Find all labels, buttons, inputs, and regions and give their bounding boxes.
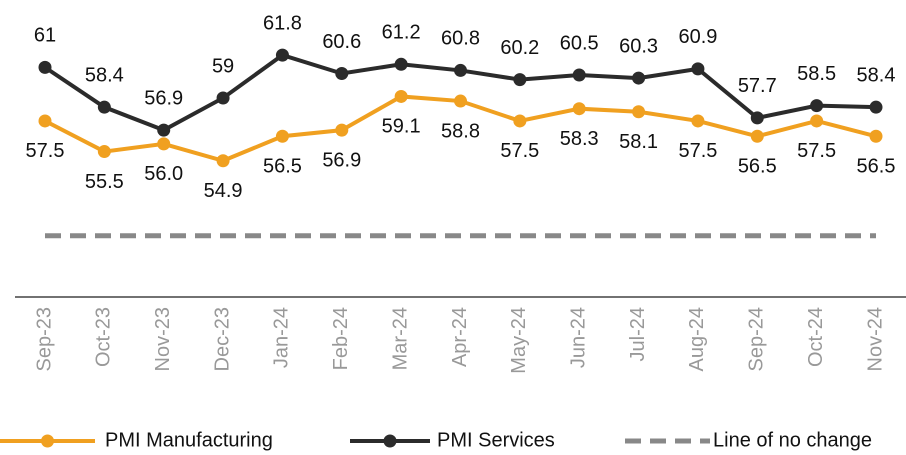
- data-point: [454, 63, 467, 77]
- data-label: 58.4: [857, 64, 896, 86]
- data-label: 56.0: [144, 163, 183, 185]
- data-label: 61.8: [263, 12, 302, 34]
- x-tick-label: Nov-23: [152, 307, 174, 371]
- data-point: [869, 100, 883, 114]
- x-tick-label: Nov-24: [864, 307, 886, 371]
- data-label: 56.5: [857, 156, 896, 178]
- x-tick-label: Apr-24: [449, 307, 471, 367]
- x-tick-label: Jun-24: [567, 307, 589, 368]
- data-point: [216, 91, 230, 105]
- data-point: [394, 89, 408, 103]
- data-label: 61.2: [382, 22, 421, 44]
- data-point: [275, 48, 289, 62]
- data-label: 58.5: [797, 63, 836, 85]
- data-label: 60.5: [560, 32, 599, 54]
- data-point: [216, 154, 230, 168]
- data-point: [572, 102, 586, 116]
- data-point: [691, 114, 705, 128]
- data-label: 59: [212, 55, 234, 77]
- data-label: 58.8: [441, 120, 480, 142]
- data-point: [810, 99, 824, 113]
- data-label: 56.5: [263, 156, 302, 178]
- data-label: 56.9: [322, 149, 361, 171]
- data-point: [750, 129, 764, 143]
- data-label: 57.5: [797, 140, 836, 162]
- legend-marker: [41, 434, 54, 448]
- data-label: 57.5: [500, 140, 539, 162]
- data-point: [869, 129, 883, 143]
- x-tick-label: Sep-23: [33, 307, 55, 372]
- data-label: 60.8: [441, 28, 480, 50]
- x-tick-label: Oct-24: [805, 307, 827, 367]
- data-point: [394, 57, 408, 71]
- data-label: 60.3: [619, 35, 658, 57]
- data-label: 58.4: [85, 64, 124, 86]
- x-tick-label: Jul-24: [627, 307, 649, 361]
- data-label: 56.5: [738, 156, 777, 178]
- data-point: [335, 123, 349, 137]
- data-point: [632, 71, 646, 85]
- legend-marker: [383, 434, 397, 448]
- data-point: [513, 114, 527, 128]
- data-label: 58.1: [619, 131, 658, 153]
- legend-label: PMI Manufacturing: [105, 429, 273, 451]
- data-point: [157, 137, 171, 151]
- data-point: [335, 66, 349, 80]
- data-point: [275, 129, 289, 143]
- x-tick-label: Aug-24: [686, 307, 708, 372]
- data-label: 57.5: [26, 140, 65, 162]
- x-tick-label: Jan-24: [271, 307, 293, 368]
- x-tick-label: Sep-24: [746, 307, 768, 372]
- data-point: [750, 111, 764, 125]
- data-label: 60.2: [500, 37, 539, 59]
- data-label: 60.9: [678, 26, 717, 48]
- data-label: 57.7: [738, 75, 777, 97]
- data-point: [513, 73, 527, 87]
- legend-label: PMI Services: [437, 429, 555, 451]
- data-point: [157, 123, 171, 137]
- data-point: [810, 114, 824, 128]
- data-point: [38, 60, 52, 74]
- x-tick-label: Oct-23: [93, 307, 115, 367]
- data-point: [38, 114, 52, 128]
- x-tick-label: May-24: [508, 307, 530, 374]
- data-label: 58.3: [560, 128, 599, 150]
- x-tick-label: Dec-23: [211, 307, 233, 371]
- data-point: [691, 62, 705, 76]
- data-point: [632, 105, 646, 119]
- data-label: 56.9: [144, 87, 183, 109]
- data-point: [454, 94, 467, 108]
- data-label: 54.9: [204, 180, 243, 202]
- data-label: 57.5: [678, 140, 717, 162]
- data-label: 59.1: [382, 116, 421, 138]
- x-tick-label: Feb-24: [330, 307, 352, 370]
- x-tick-label: Mar-24: [389, 307, 411, 370]
- legend-label: Line of no change: [713, 429, 872, 451]
- data-point: [97, 145, 111, 159]
- data-label: 60.6: [322, 31, 361, 53]
- data-label: 55.5: [85, 171, 124, 193]
- data-point: [572, 68, 586, 82]
- data-point: [97, 100, 111, 114]
- data-label: 61: [34, 25, 56, 47]
